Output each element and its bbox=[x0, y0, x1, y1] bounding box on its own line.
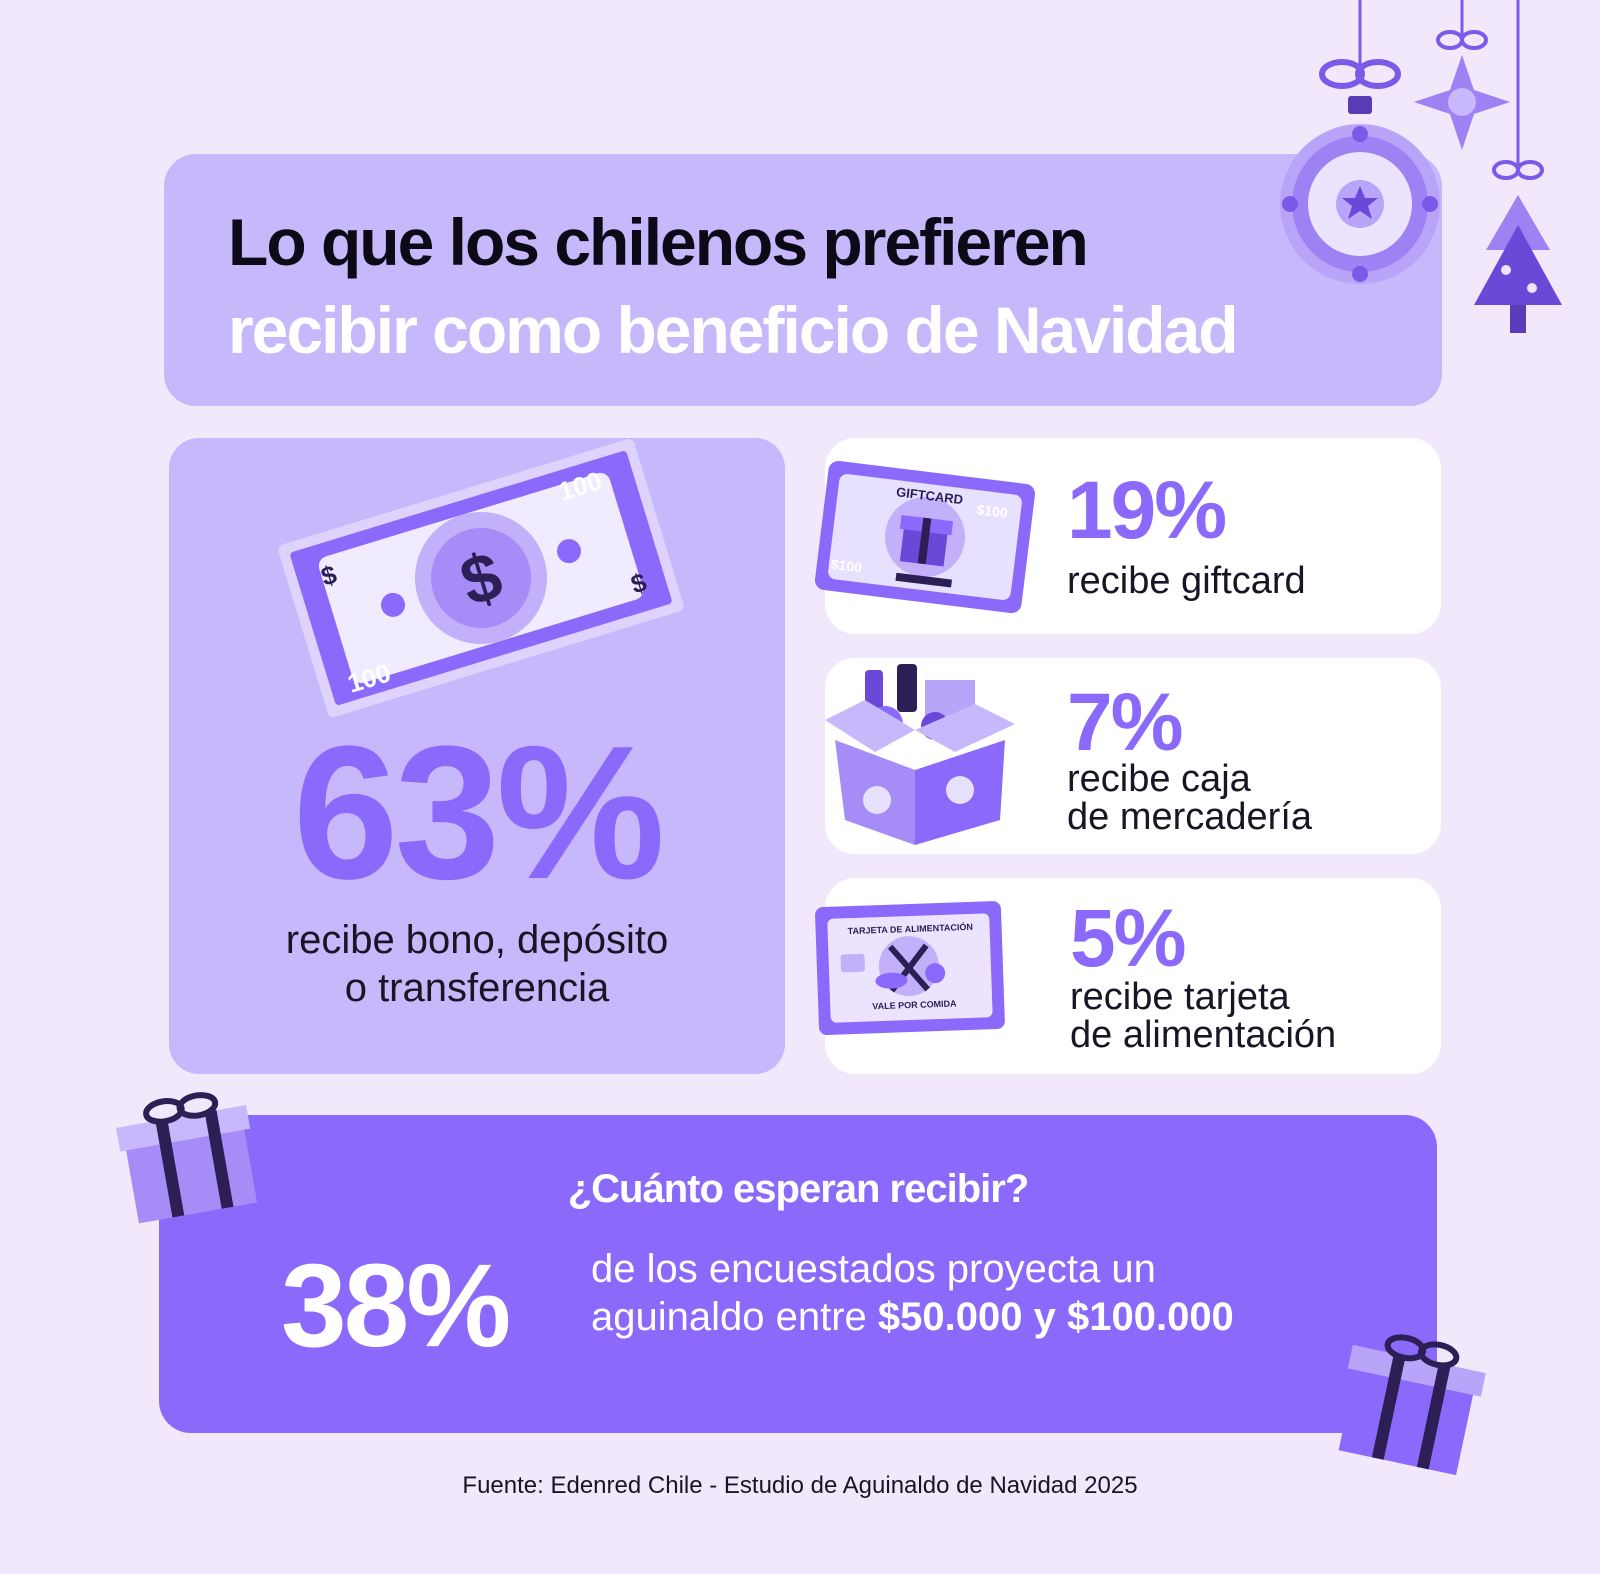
main-stat-percent: 63% bbox=[292, 707, 665, 919]
giftcard-icon: GIFTCARD $100 $100 bbox=[814, 460, 1036, 614]
expectation-text-line2: aguinaldo entre $50.000 y $100.000 bbox=[591, 1293, 1234, 1341]
stat-card-food: TARJETA DE ALIMENTACIÓN VALE POR COMIDA … bbox=[815, 878, 1441, 1074]
expectation-percent: 38% bbox=[281, 1240, 511, 1372]
svg-text:$100: $100 bbox=[830, 556, 863, 576]
stat-description-giftcard: recibe giftcard bbox=[1067, 560, 1306, 602]
gift-box-icon bbox=[116, 1092, 258, 1224]
title-line-2: recibir como beneficio de Navidad bbox=[228, 293, 1239, 367]
main-stat-description: recibe bono, depósito o transferencia bbox=[285, 918, 669, 1010]
svg-text:$100: $100 bbox=[976, 501, 1009, 521]
stat-percent-box: 7% bbox=[1067, 677, 1184, 768]
stat-percent-food: 5% bbox=[1070, 893, 1187, 984]
expectation-banner: ¿Cuánto esperan recibir? 38% de los encu… bbox=[159, 1115, 1437, 1433]
stat-card-giftcard: GIFTCARD $100 $100 19% recibe giftcard bbox=[814, 438, 1441, 634]
expectation-text-prefix: aguinaldo entre bbox=[591, 1295, 878, 1339]
stat-description-box: recibe caja de mercadería bbox=[1067, 758, 1313, 838]
expectation-text: de los encuestados proyecta un aguinaldo… bbox=[591, 1245, 1234, 1341]
stat-card-box: 7% recibe caja de mercadería bbox=[825, 658, 1441, 854]
money-bill-icon: $ $ $ 100 100 bbox=[278, 439, 684, 717]
expectation-text-line1: de los encuestados proyecta un bbox=[591, 1247, 1156, 1291]
title-line-1: Lo que los chilenos prefieren bbox=[228, 205, 1089, 279]
grocery-box-icon bbox=[825, 664, 1015, 845]
food-card-icon: TARJETA DE ALIMENTACIÓN VALE POR COMIDA bbox=[815, 901, 1005, 1035]
svg-text:VALE POR COMIDA: VALE POR COMIDA bbox=[872, 998, 957, 1011]
source-note: Fuente: Edenred Chile - Estudio de Aguin… bbox=[462, 1472, 1138, 1499]
stat-description-food: recibe tarjeta de alimentación bbox=[1070, 976, 1337, 1056]
main-stat-card: $ $ $ 100 100 63% recibe bono, depósito … bbox=[169, 438, 785, 1074]
stat-percent-giftcard: 19% bbox=[1067, 465, 1227, 556]
gift-box-icon bbox=[1338, 1334, 1486, 1476]
christmas-ornaments-icon bbox=[1280, 0, 1562, 333]
svg-text:TARJETA DE ALIMENTACIÓN: TARJETA DE ALIMENTACIÓN bbox=[847, 921, 973, 936]
expectation-question: ¿Cuánto esperan recibir? bbox=[567, 1167, 1030, 1211]
expectation-amount-range: $50.000 y $100.000 bbox=[877, 1295, 1234, 1339]
title-banner: Lo que los chilenos prefieren recibir co… bbox=[164, 154, 1442, 406]
